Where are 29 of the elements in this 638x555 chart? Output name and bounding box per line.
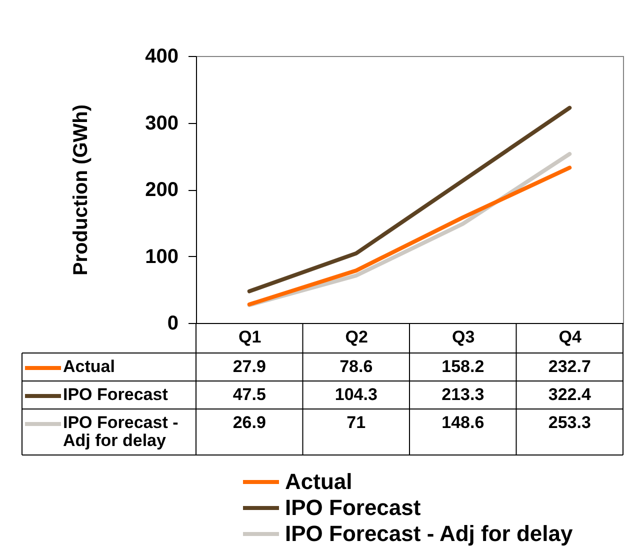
data-label: 26.9 (232, 413, 266, 432)
data-label: 78.6 (340, 357, 373, 376)
data-label: 322.4 (548, 385, 592, 404)
legend-label: IPO Forecast - Adj for delay (63, 413, 178, 450)
x-tick-label: Q1 (238, 328, 262, 346)
data-label: 148.6 (442, 413, 484, 432)
data-label: 232.7 (548, 357, 591, 376)
x-tick-label: Q4 (558, 328, 582, 346)
text: Actual (285, 469, 352, 494)
y-tick-label: 200 (145, 179, 178, 201)
data-label: 71 (346, 413, 366, 432)
x-tick-label: Q3 (452, 328, 475, 346)
legend-label: IPO Forecast (63, 385, 168, 404)
x-tick-label: Q2 (345, 328, 368, 346)
data-label: 104.3 (334, 385, 378, 404)
data-label: 27.9 (232, 357, 266, 376)
y-tick-label: 0 (167, 312, 178, 334)
text: IPO Forecast (285, 495, 421, 520)
y-tick-label: 300 (145, 112, 178, 134)
data-label: 253.3 (548, 413, 591, 432)
data-label: 158.2 (442, 357, 484, 376)
y-axis-title: Production (GWh) (70, 104, 92, 276)
data-label: 213.3 (442, 385, 484, 404)
text: IPO Forecast - Adj for delay (285, 521, 573, 546)
line-series (247, 106, 572, 294)
y-tick-label: 400 (145, 46, 178, 68)
y-tick-label: 100 (145, 246, 178, 268)
data-label: 47.5 (232, 385, 266, 404)
legend-label: Actual (63, 357, 115, 376)
